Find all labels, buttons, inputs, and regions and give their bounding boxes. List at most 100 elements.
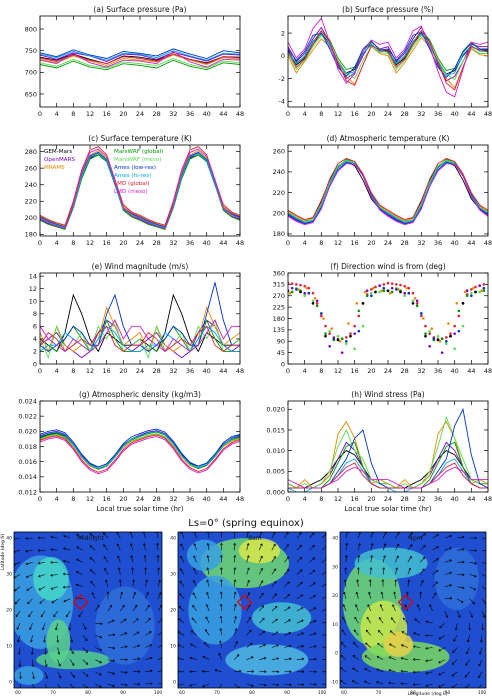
map-frame — [177, 531, 327, 689]
wind-arrowhead — [144, 567, 148, 570]
wind-arrowhead — [439, 625, 442, 629]
wind-arrow — [233, 543, 236, 551]
wind-arrow — [419, 533, 426, 539]
x-tick-label: 20 — [367, 239, 375, 247]
wind-arrowhead — [192, 592, 196, 595]
wind-arrowhead — [150, 682, 153, 685]
wind-arrow — [444, 547, 452, 551]
wind-arrow — [407, 579, 410, 587]
wind-arrow — [95, 605, 100, 612]
wind-arrowhead — [206, 543, 210, 546]
wind-arrow — [157, 670, 162, 673]
map-y-tick-label: 20 — [332, 593, 338, 599]
wind-arrowhead — [396, 555, 399, 559]
wind-arrow — [414, 618, 421, 624]
x-tick-label: 12 — [334, 367, 342, 375]
wind-arrowhead — [112, 671, 115, 675]
chart-title: (c) Surface temperature (K) — [88, 134, 192, 143]
scatter-point — [405, 286, 409, 290]
wind-arrow — [145, 618, 151, 624]
x-tick-label: 40 — [203, 239, 211, 247]
wind-arrow — [376, 668, 384, 673]
x-tick-label: 0 — [286, 239, 290, 247]
wind-arrowhead — [453, 639, 456, 642]
map-x-tick-label: 100 — [478, 690, 487, 696]
wind-arrowhead — [340, 654, 343, 658]
wind-arrow — [53, 610, 58, 617]
x-tick-label: 32 — [417, 367, 425, 375]
scatter-point — [386, 289, 390, 292]
wind-arrow — [389, 630, 396, 636]
wind-arrowhead — [314, 670, 317, 674]
series-line — [40, 53, 240, 65]
chart-title: (d) Atmospheric temperature (K) — [327, 134, 450, 143]
wind-arrow — [438, 635, 446, 640]
wind-arrowhead — [90, 569, 93, 572]
wind-arrow — [382, 555, 386, 563]
wind-arrow — [69, 659, 75, 666]
series-line — [288, 31, 488, 79]
wind-arrowhead — [99, 648, 102, 651]
scatter-point — [315, 302, 319, 305]
x-tick-label: 12 — [86, 239, 94, 247]
map-x-tick-label: 100 — [154, 690, 163, 696]
scatter-point — [478, 284, 481, 287]
series-line — [40, 431, 240, 470]
wind-arrow — [218, 653, 222, 660]
series-line — [288, 458, 488, 492]
wind-arrow — [364, 668, 371, 673]
wind-arrow — [39, 598, 46, 604]
wind-arrowhead — [260, 555, 263, 559]
chart-title: (h) Wind stress (Pa) — [351, 390, 425, 399]
scatter-point — [424, 324, 427, 328]
y-tick-label: 14 — [29, 272, 37, 280]
legend-entry: LMD (meso) — [114, 189, 148, 195]
map-frame — [339, 531, 487, 689]
wind-arrowhead — [37, 536, 41, 540]
wind-arrowhead — [461, 586, 465, 590]
x-tick-label: 32 — [169, 239, 177, 247]
wind-arrowhead — [85, 638, 88, 641]
wind-arrow — [271, 593, 277, 600]
plot-frame — [287, 144, 489, 237]
series-line — [288, 161, 488, 224]
wind-arrowhead — [370, 543, 374, 546]
wind-arrow — [69, 635, 73, 643]
wind-arrow — [455, 623, 458, 631]
wind-arrow — [341, 629, 347, 636]
scatter-point — [480, 289, 484, 292]
wind-arrowhead — [299, 569, 303, 572]
wind-arrowhead — [137, 670, 141, 673]
x-tick-label: 28 — [401, 367, 409, 375]
x-tick-label: 4 — [55, 495, 59, 503]
wind-arrow — [259, 568, 263, 575]
y-tick-label: 0.015 — [266, 426, 285, 434]
x-tick-label: 20 — [119, 495, 127, 503]
x-tick-label: 44 — [467, 239, 475, 247]
wind-arrowhead — [63, 547, 66, 551]
wind-arrowhead — [369, 567, 373, 570]
wind-arrowhead — [300, 607, 304, 610]
chart-panel-2: (c) Surface temperature (K)0 4 8 12 16 20 24 28… — [25, 134, 245, 247]
wind-arrowhead — [156, 555, 160, 558]
scatter-point — [353, 324, 356, 328]
wind-arrowhead — [351, 680, 355, 683]
wind-arrow — [309, 569, 316, 575]
wind-arrowhead — [50, 573, 53, 577]
wind-arrow — [296, 658, 304, 660]
wind-arrowhead — [163, 682, 165, 684]
wind-arrow — [271, 618, 278, 624]
wind-arrow — [259, 644, 266, 648]
wind-arrowhead — [396, 543, 400, 547]
wind-arrowhead — [425, 684, 428, 687]
wind-arrowhead — [27, 601, 30, 604]
wind-arrow — [157, 618, 162, 624]
wind-arrowhead — [63, 585, 66, 589]
x-tick-label: 20 — [119, 367, 127, 375]
wind-arrowhead — [289, 657, 292, 661]
scatter-point — [370, 291, 373, 295]
wind-arrowhead — [219, 603, 223, 607]
wind-arrow — [15, 610, 21, 617]
wind-arrow — [464, 671, 470, 678]
x-tick-label: 44 — [467, 367, 475, 375]
